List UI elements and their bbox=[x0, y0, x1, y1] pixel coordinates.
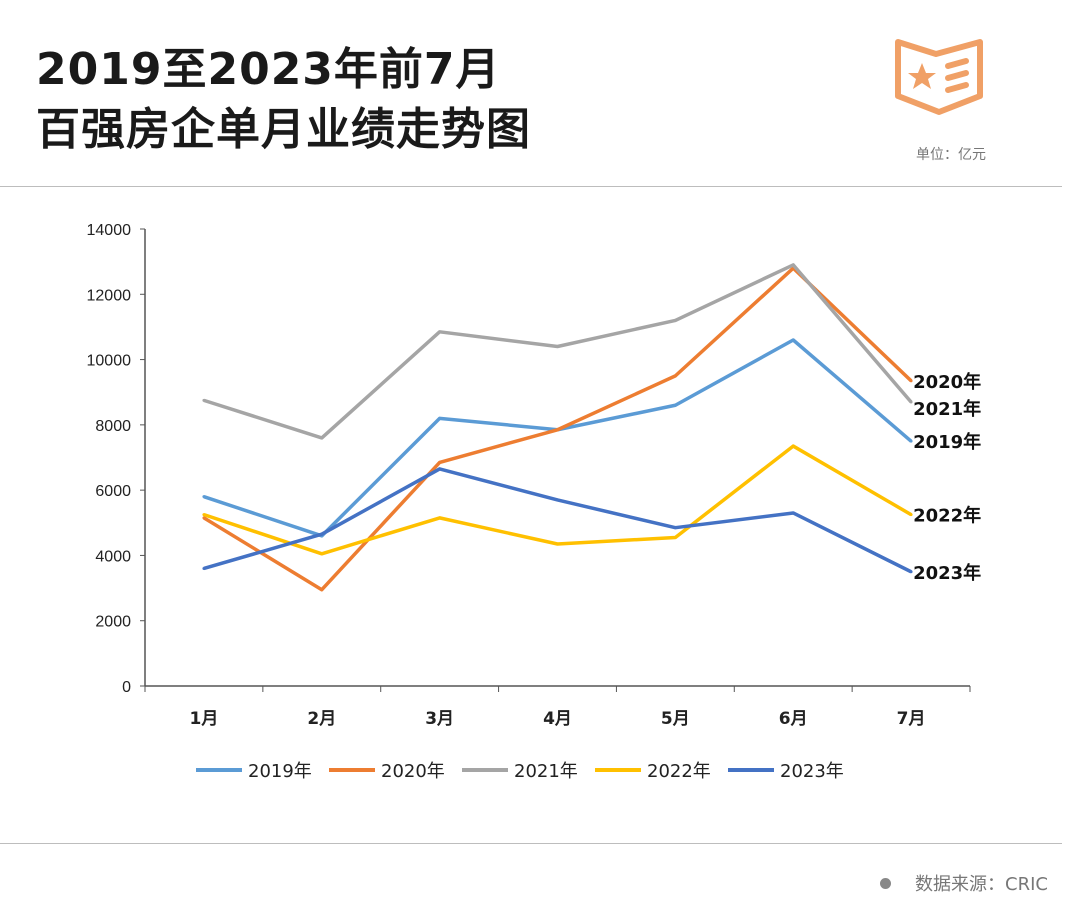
end-label: 2023年 bbox=[913, 562, 981, 584]
legend-label: 2021年 bbox=[514, 761, 578, 782]
data-point bbox=[320, 532, 324, 536]
data-point bbox=[438, 467, 442, 471]
series-line-2023年 bbox=[203, 467, 912, 574]
data-point bbox=[556, 428, 559, 432]
title-line-1: 2019至2023年前7月 bbox=[36, 44, 501, 95]
data-point bbox=[791, 338, 795, 342]
x-tick-label: 5月 bbox=[661, 709, 690, 729]
data-point bbox=[673, 318, 677, 322]
y-tick-label: 2000 bbox=[95, 614, 131, 631]
data-point bbox=[556, 542, 559, 546]
divider-bottom bbox=[0, 843, 1062, 844]
x-tick-label: 4月 bbox=[543, 709, 572, 729]
data-point bbox=[202, 398, 206, 402]
x-tick-label: 3月 bbox=[425, 709, 454, 729]
data-point bbox=[909, 570, 913, 574]
y-tick-label: 10000 bbox=[87, 353, 132, 370]
source-note: 数据来源：CRIC bbox=[880, 870, 1048, 896]
data-point bbox=[556, 345, 559, 349]
data-point bbox=[673, 374, 677, 378]
end-label: 2022年 bbox=[913, 505, 981, 527]
x-tick-label: 2月 bbox=[307, 709, 336, 729]
data-point bbox=[320, 552, 324, 556]
data-point bbox=[202, 513, 206, 517]
y-tick-label: 8000 bbox=[95, 418, 131, 435]
legend-label: 2022年 bbox=[647, 761, 711, 782]
data-point bbox=[320, 436, 324, 440]
source-text: 数据来源：CRIC bbox=[915, 874, 1048, 895]
data-point bbox=[438, 516, 442, 520]
data-point bbox=[791, 444, 795, 448]
y-tick-label: 12000 bbox=[87, 287, 132, 304]
data-point bbox=[673, 526, 677, 530]
data-point bbox=[673, 535, 677, 539]
chart-title: 2019至2023年前7月 百强房企单月业绩走势图 bbox=[36, 40, 531, 160]
legend-label: 2020年 bbox=[381, 761, 445, 782]
book-star-icon bbox=[895, 39, 983, 115]
data-point bbox=[320, 588, 324, 592]
data-point bbox=[673, 403, 677, 407]
end-label: 2019年 bbox=[913, 431, 981, 453]
data-point bbox=[438, 330, 442, 334]
data-point bbox=[909, 513, 913, 517]
x-tick-label: 7月 bbox=[897, 709, 926, 729]
end-label: 2020年 bbox=[913, 371, 981, 393]
data-point bbox=[909, 400, 913, 404]
data-point bbox=[202, 516, 206, 520]
y-tick-label: 6000 bbox=[95, 483, 131, 500]
x-tick-label: 6月 bbox=[779, 709, 808, 729]
y-tick-label: 4000 bbox=[95, 548, 131, 565]
series-line-2019年 bbox=[203, 338, 913, 538]
x-tick-label: 1月 bbox=[190, 709, 219, 729]
data-point bbox=[909, 439, 913, 443]
data-point bbox=[791, 263, 795, 267]
data-point bbox=[438, 460, 442, 464]
y-tick-label: 0 bbox=[122, 679, 131, 696]
data-point bbox=[202, 566, 206, 570]
data-point bbox=[556, 498, 559, 502]
data-point bbox=[202, 495, 206, 499]
legend-label: 2019年 bbox=[248, 761, 312, 782]
end-label: 2021年 bbox=[913, 398, 981, 420]
title-line-2: 百强房企单月业绩走势图 bbox=[36, 104, 531, 155]
data-point bbox=[791, 511, 795, 515]
bullet-icon bbox=[880, 877, 892, 889]
data-point bbox=[438, 416, 442, 420]
unit-label: 单位：亿元 bbox=[916, 147, 986, 163]
divider-top bbox=[0, 186, 1062, 187]
y-tick-label: 14000 bbox=[87, 222, 132, 239]
data-point bbox=[909, 379, 913, 383]
legend-label: 2023年 bbox=[780, 761, 844, 782]
